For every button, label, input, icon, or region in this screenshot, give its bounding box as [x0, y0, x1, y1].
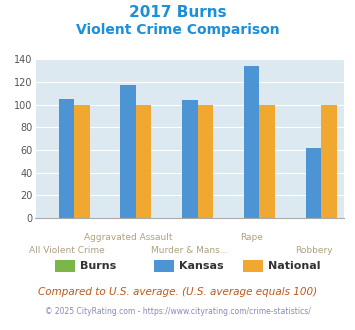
Bar	[244, 66, 260, 218]
Bar	[198, 105, 213, 218]
Text: Robbery: Robbery	[295, 246, 332, 255]
Text: Rape: Rape	[240, 233, 263, 242]
Bar	[120, 85, 136, 218]
Bar	[306, 148, 321, 218]
Text: All Violent Crime: All Violent Crime	[28, 246, 104, 255]
Bar	[182, 100, 198, 218]
Bar	[321, 105, 337, 218]
Text: Compared to U.S. average. (U.S. average equals 100): Compared to U.S. average. (U.S. average …	[38, 287, 317, 297]
Bar	[74, 105, 89, 218]
Text: Violent Crime Comparison: Violent Crime Comparison	[76, 23, 279, 37]
Text: National: National	[268, 261, 321, 271]
Bar	[136, 105, 151, 218]
Text: Aggravated Assault: Aggravated Assault	[84, 233, 173, 242]
Bar	[260, 105, 275, 218]
Text: Burns: Burns	[80, 261, 116, 271]
Text: 2017 Burns: 2017 Burns	[129, 5, 226, 20]
Bar	[59, 99, 74, 218]
Text: Kansas: Kansas	[179, 261, 224, 271]
Text: Murder & Mans...: Murder & Mans...	[151, 246, 229, 255]
Text: © 2025 CityRating.com - https://www.cityrating.com/crime-statistics/: © 2025 CityRating.com - https://www.city…	[45, 307, 310, 316]
